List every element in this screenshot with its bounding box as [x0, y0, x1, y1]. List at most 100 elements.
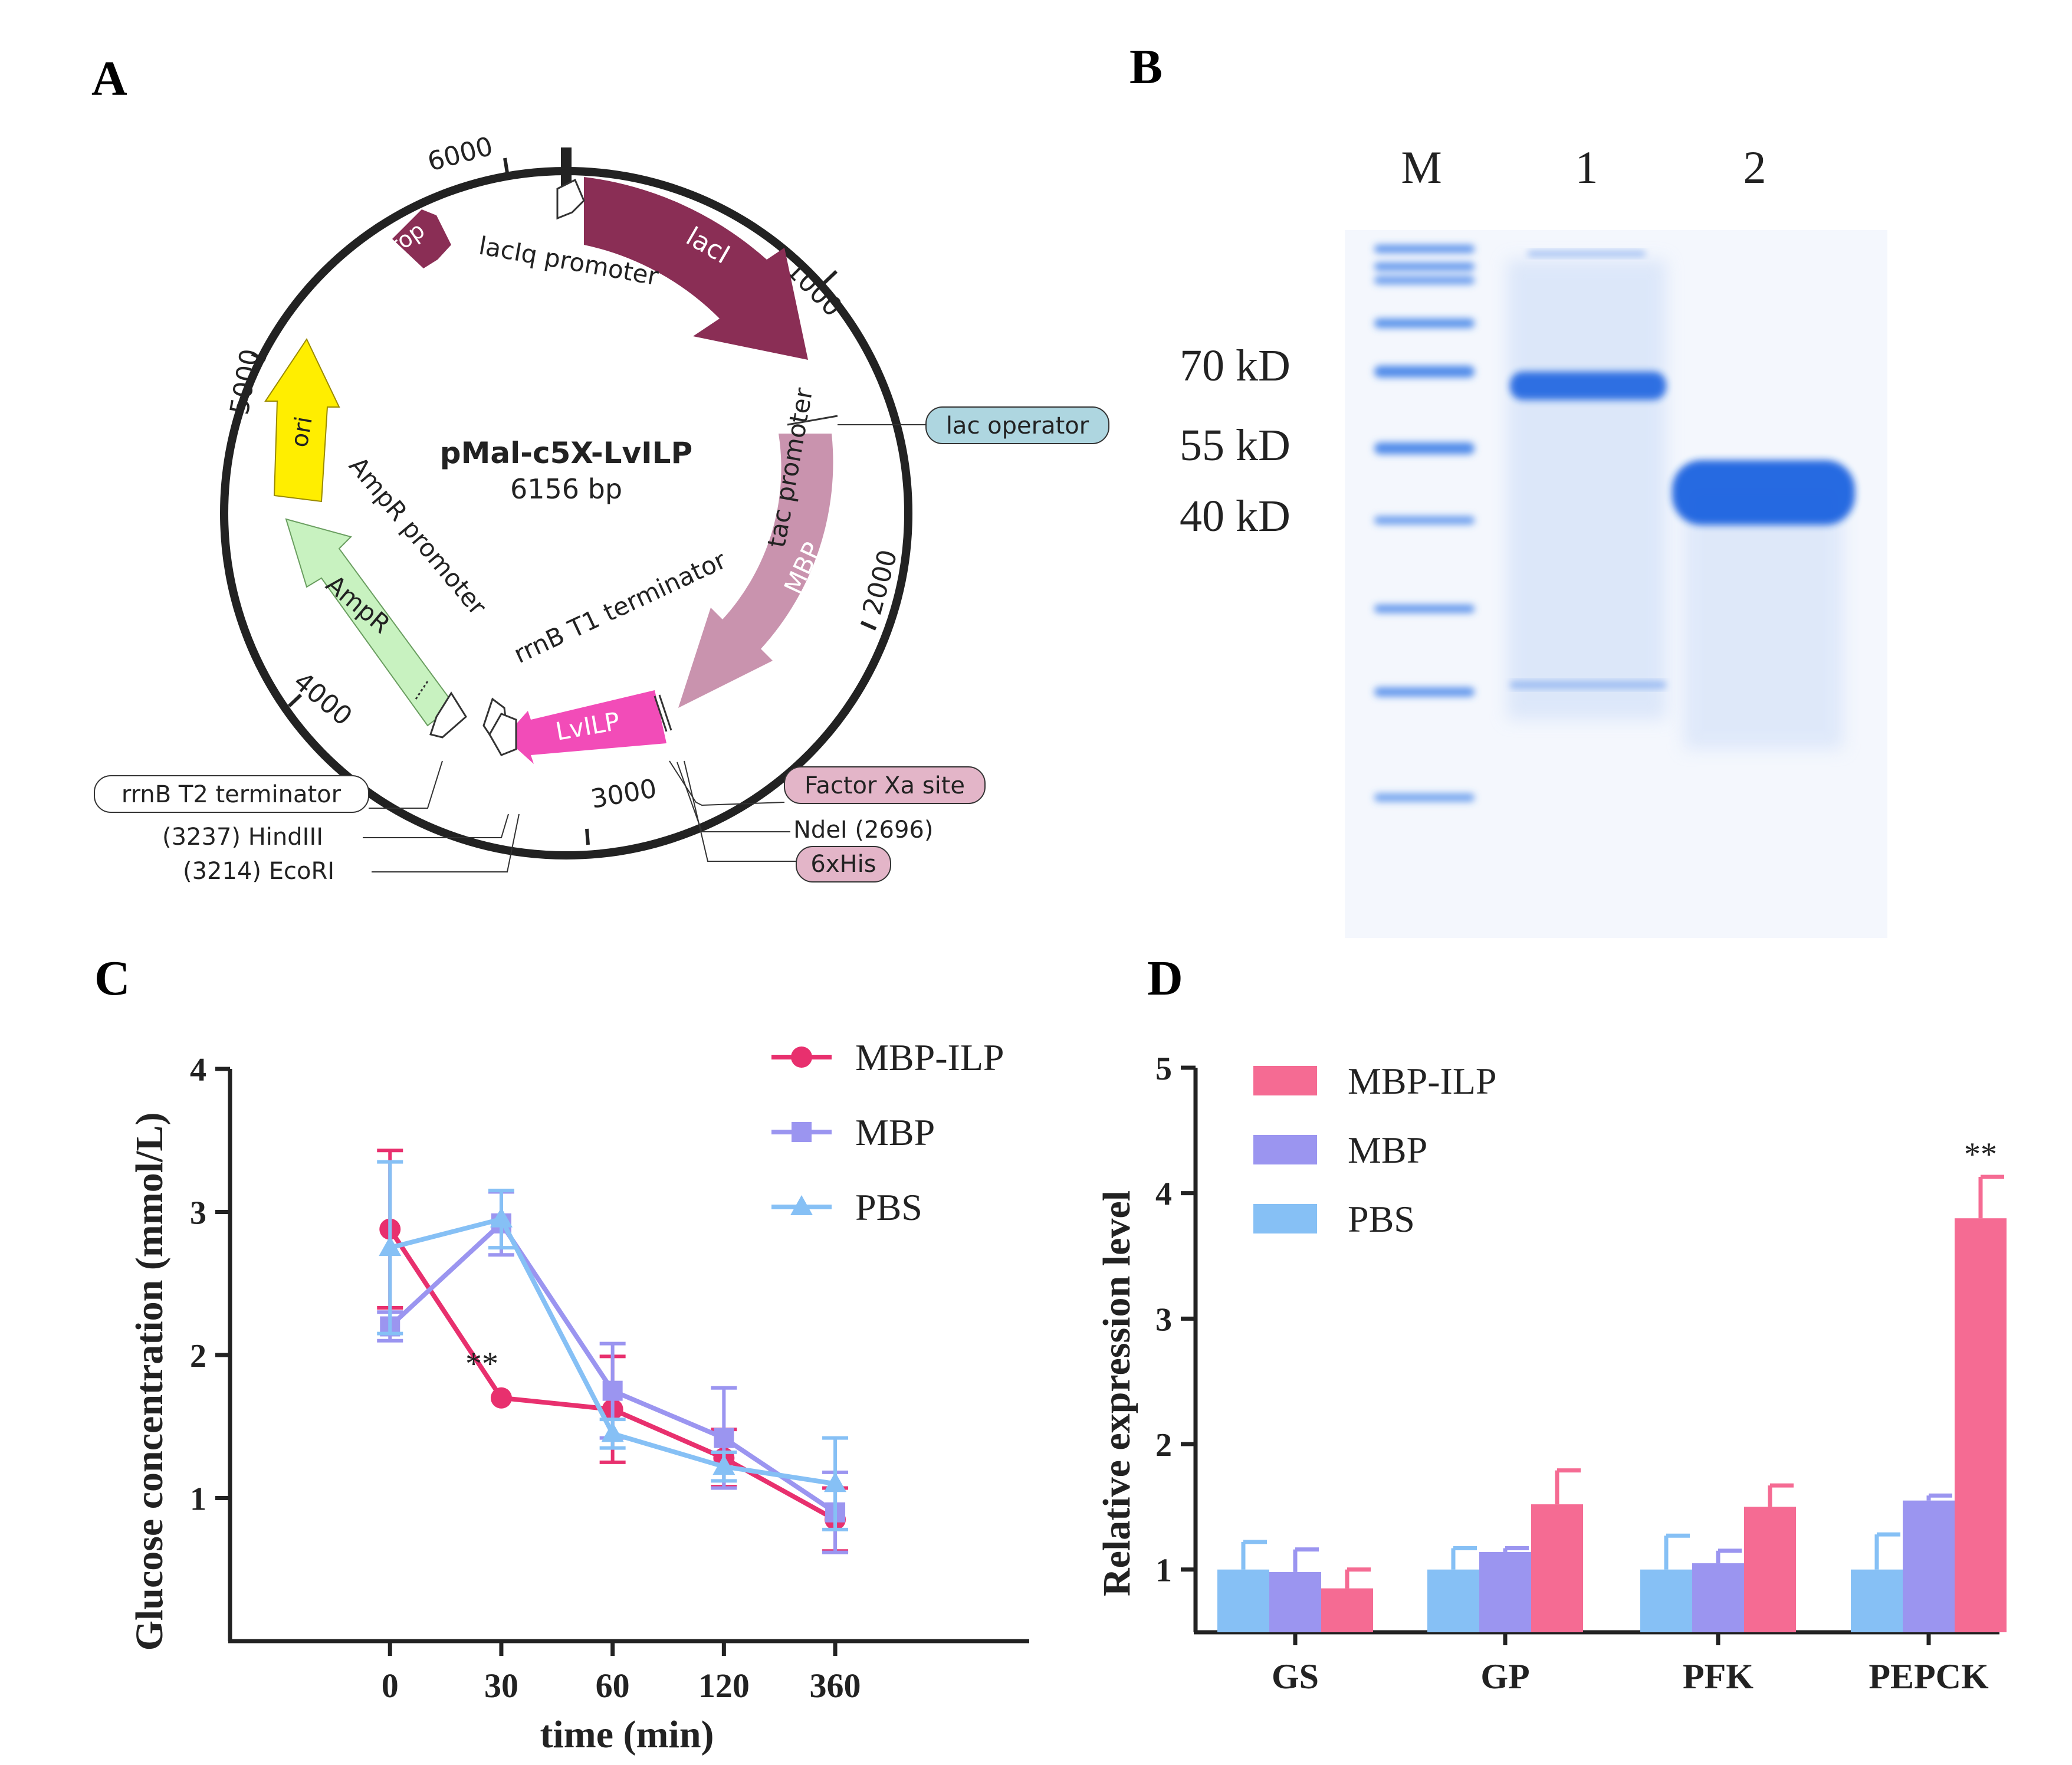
tick-label-6000: 6000: [425, 131, 496, 177]
plasmid-name: pMal-c5X-LvILP: [440, 436, 692, 470]
factor-xa-box: [784, 766, 986, 804]
rrnb-t2-box: [94, 775, 369, 813]
his-label: 6xHis: [810, 851, 876, 878]
lane-label-2: 2: [1743, 142, 1766, 193]
chart-c-series: [377, 1149, 849, 1554]
chart-c-legend-item: MBP: [771, 1111, 935, 1153]
hindiii-leader: [363, 813, 509, 838]
tick-label-3000: 3000: [589, 773, 659, 815]
chart-c-xtick-label: 360: [810, 1666, 861, 1705]
marker-band: [1374, 687, 1475, 697]
chart-d-legend: MBP-ILP MBP PBS: [1253, 1060, 1497, 1240]
factor-xa-label: Factor Xa site: [804, 772, 965, 799]
factor-xa-leader: [669, 760, 785, 806]
marker-band: [1374, 276, 1475, 284]
chart-d-xtick-label: PFK: [1683, 1657, 1754, 1696]
laci-arrow: [584, 177, 808, 360]
chart-c-ylabel: Glucose concentration (mmol/L): [128, 1113, 171, 1651]
marker-band: [1374, 605, 1475, 613]
chart-c-ytick-label: 3: [190, 1195, 206, 1232]
chart-d-bar: [1640, 1569, 1692, 1632]
lac-operator-label: lac operator: [946, 412, 1089, 439]
hindiii-label: (3237) HindIII: [162, 824, 323, 851]
chart-d-ytick-label: 3: [1155, 1301, 1172, 1338]
lane-1-smear: [1507, 260, 1666, 720]
ndei-leader: [677, 762, 790, 832]
marker-band: [1374, 245, 1475, 253]
chart-c-legend-marker: [790, 1195, 813, 1215]
chart-c-point: [490, 1207, 513, 1228]
ampr-arrow: [285, 518, 455, 727]
marker-band: [1374, 263, 1475, 271]
ampr-promoter-arrow: [429, 691, 467, 739]
chart-c-series-pbs: [377, 1160, 849, 1531]
chart-d-bar: [1692, 1563, 1744, 1632]
tick-2000: [860, 621, 877, 631]
chart-c-xticks: 0 30 60 120 360: [382, 1641, 861, 1705]
panel-letter-d: D: [1147, 951, 1183, 1006]
chart-d-bar: [1269, 1572, 1321, 1632]
chart-d-series-pbs: [1217, 1532, 1903, 1632]
tick-5000: [251, 352, 267, 362]
ori-arrow: [264, 337, 340, 503]
chart-d-legend-item: MBP-ILP: [1253, 1060, 1497, 1102]
chart-c-point: [601, 1422, 624, 1442]
panel-letter-b: B: [1129, 40, 1163, 94]
chart-d-legend-label: MBP-ILP: [1348, 1060, 1497, 1102]
lane-1: [1507, 251, 1666, 720]
chart-d-legend-swatch: [1253, 1066, 1317, 1095]
lane-1-band-low: [1510, 681, 1666, 688]
marker-band: [1374, 516, 1475, 524]
chart-d-bars: [1217, 1175, 2007, 1632]
rrnb-t1-arrow: [488, 713, 517, 756]
ampr-dotted: [415, 681, 429, 700]
chart-c-legend-marker: [791, 1046, 812, 1068]
chart-d-ytick-label: 1: [1155, 1553, 1172, 1589]
chart-d-ytick-label: 2: [1155, 1427, 1172, 1464]
chart-d-legend-item: PBS: [1253, 1198, 1415, 1240]
plasmid-map: 1000 2000 3000 4000 5000 6000 lacI lacIq…: [94, 131, 1109, 885]
marker-label-55: 55 kD: [1180, 421, 1291, 470]
chart-c-xtick-label: 120: [698, 1666, 750, 1705]
chart-c: Glucose concentration (mmol/L) 1 2 3 4 0 30 6…: [128, 1036, 1029, 1756]
chart-c-legend-label: MBP-ILP: [855, 1036, 1004, 1078]
chart-c-xlabel: time (min): [540, 1713, 714, 1756]
lane-1-band-top: [1528, 251, 1646, 257]
chart-d-bar: [1479, 1551, 1531, 1632]
chart-d-legend-swatch: [1253, 1135, 1317, 1164]
chart-d-annotation: **: [1964, 1136, 1997, 1173]
chart-d-ytick-label: 5: [1155, 1051, 1172, 1087]
marker-band: [1374, 319, 1475, 328]
marker-band: [1374, 366, 1475, 378]
chart-c-point: [714, 1428, 734, 1448]
chart-c-ytick-label: 4: [190, 1052, 206, 1088]
ecori-label: (3214) EcoRI: [183, 858, 334, 885]
lac-operator-box: [925, 406, 1109, 444]
lane-2-smear: [1684, 484, 1843, 749]
laciq-promoter-arrow: [556, 178, 585, 220]
chart-d-bar: [1744, 1507, 1796, 1632]
lvilp-arrow: [504, 690, 666, 764]
marker-band: [1374, 793, 1475, 802]
mbp-arrow: [678, 434, 833, 708]
rop-arrow: [392, 209, 451, 268]
panel-letter-a: A: [91, 51, 127, 106]
chart-d-legend-swatch: [1253, 1204, 1317, 1233]
marker-label-70: 70 kD: [1180, 341, 1291, 391]
tac-promoter-mark: [787, 415, 838, 426]
lane-2: [1672, 460, 1855, 749]
chart-c-xtick-label: 60: [596, 1666, 630, 1705]
chart-d-bar: [1851, 1569, 1903, 1632]
his-leader: [684, 760, 796, 862]
chart-c-xtick-label: 30: [484, 1666, 518, 1705]
chart-d-bar: [1321, 1588, 1373, 1632]
chart-d-bar: [1531, 1504, 1583, 1632]
lvilp-hatch-1: [654, 695, 668, 732]
chart-d-legend-label: MBP: [1348, 1129, 1427, 1171]
chart-c-legend-marker: [792, 1122, 812, 1142]
chart-d-bar: [1955, 1218, 2007, 1632]
chart-c-ytick-label: 1: [190, 1481, 206, 1518]
chart-c-point: [824, 1472, 847, 1492]
lane-label-1: 1: [1575, 142, 1598, 193]
chart-c-series-mbp: [377, 1190, 849, 1554]
